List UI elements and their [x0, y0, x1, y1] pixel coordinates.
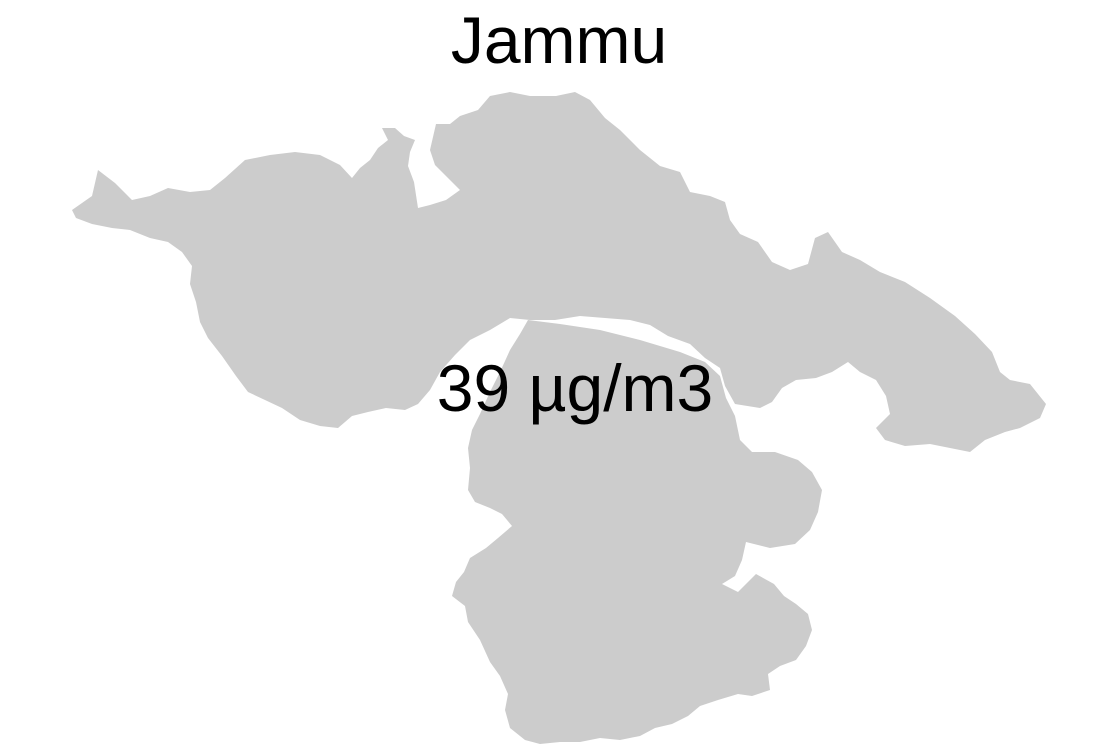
district-shape-south	[452, 320, 822, 744]
map-title: Jammu	[450, 3, 668, 77]
value-label: 39 µg/m3	[436, 351, 714, 425]
district-shape-north	[72, 92, 1046, 452]
